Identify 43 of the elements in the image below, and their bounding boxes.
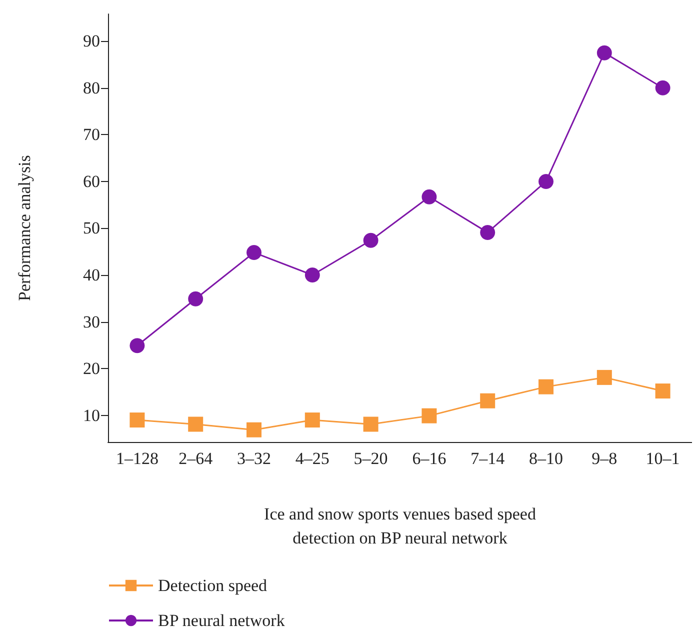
point	[422, 189, 437, 204]
point	[596, 370, 612, 385]
point	[130, 338, 145, 354]
point	[246, 245, 262, 260]
point	[538, 174, 554, 189]
y-tick-label: 30	[83, 312, 100, 332]
point	[304, 412, 320, 428]
x-tick-label: 9–8	[592, 449, 618, 468]
x-tick-label: 1–128	[116, 449, 158, 468]
x-tick-label: 8–10	[529, 449, 563, 468]
y-tick-label: 70	[83, 125, 100, 144]
point	[538, 379, 554, 394]
point	[188, 416, 204, 432]
x-axis-title: Ice and snow sports venues based speed detection on BP neural network	[264, 504, 536, 548]
x-tick-label: 4–25	[295, 449, 330, 468]
y-tick-label: 90	[83, 32, 100, 51]
y-tick-label: 40	[83, 266, 100, 285]
y-tick-label: 50	[83, 218, 100, 238]
point	[246, 422, 262, 438]
point	[304, 268, 320, 283]
x-tick-label: 2–64	[178, 449, 214, 468]
legend-label: BP neural network	[158, 611, 286, 630]
legend-label: Detection speed	[158, 576, 268, 595]
point	[130, 412, 145, 428]
point	[596, 45, 612, 60]
y-tick-label: 80	[83, 78, 100, 98]
point	[363, 232, 378, 248]
x-tick-label: 5–20	[354, 449, 388, 468]
y-tick-label: 20	[83, 359, 100, 378]
y-axis-title: Performance analysis	[15, 155, 34, 301]
y-tick-label: 60	[83, 172, 100, 191]
point	[480, 393, 496, 408]
x-tick-label: 7–14	[470, 449, 506, 468]
x-tick-label: 6–16	[412, 449, 446, 468]
x-tick-label: 10–1	[646, 449, 680, 468]
point	[655, 80, 670, 96]
point	[363, 416, 378, 432]
x-tick-label: 3–32	[237, 449, 271, 468]
point	[655, 384, 670, 399]
point	[422, 408, 437, 424]
point	[188, 291, 204, 306]
y-tick-label: 10	[83, 406, 100, 425]
point	[480, 224, 496, 240]
